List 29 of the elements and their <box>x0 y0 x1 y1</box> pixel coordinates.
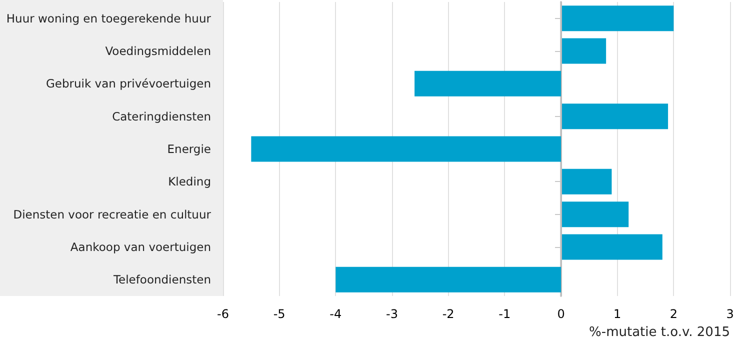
y-tick-label: Kleding <box>168 174 211 189</box>
x-tick-label: -2 <box>442 307 454 321</box>
x-tick-label: -5 <box>273 307 286 321</box>
bar <box>251 136 561 162</box>
y-tick-label: Voedingsmiddelen <box>105 44 211 58</box>
x-tick-label: -4 <box>330 307 342 321</box>
bar <box>336 266 561 292</box>
x-axis-title: %-mutatie t.o.v. 2015 <box>589 325 730 340</box>
x-tick-label: 2 <box>670 307 678 321</box>
bar <box>561 104 668 130</box>
x-tick-label: -3 <box>386 307 398 321</box>
y-tick-label: Diensten voor recreatie en cultuur <box>13 207 212 222</box>
x-tick-label: -1 <box>498 307 511 321</box>
y-tick-label: Aankoop van voertuigen <box>70 240 211 254</box>
bar <box>561 234 662 260</box>
y-tick-label: Energie <box>167 142 211 156</box>
y-tick-label: Cateringdiensten <box>112 109 211 124</box>
y-tick-label: Telefoondiensten <box>112 272 211 287</box>
bar <box>561 38 606 64</box>
y-tick-label: Huur woning en toegerekende huur <box>6 11 212 26</box>
bar <box>414 70 561 96</box>
x-tick-label: 0 <box>557 307 565 321</box>
bar <box>561 168 612 194</box>
bar <box>561 202 629 228</box>
y-tick-label: Gebruik van privévoertuigen <box>46 76 211 91</box>
x-tick-label: 3 <box>726 307 734 321</box>
bar <box>561 6 674 32</box>
x-tick-label: 1 <box>614 307 622 321</box>
x-tick-label: -6 <box>217 307 229 321</box>
